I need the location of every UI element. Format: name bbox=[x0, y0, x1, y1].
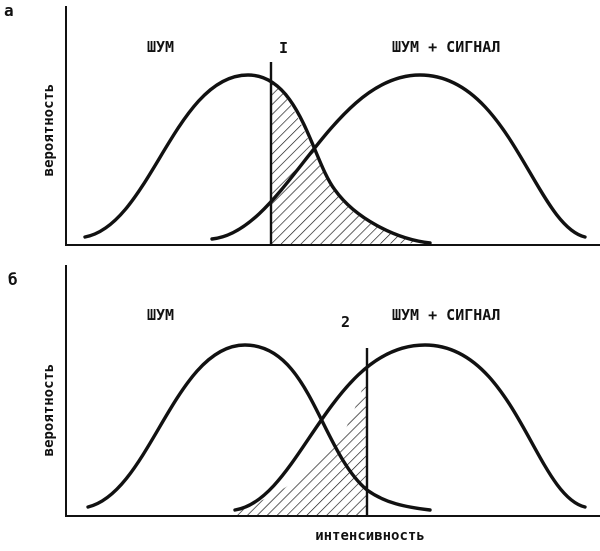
panel-b-noise-curve bbox=[86, 343, 432, 512]
panel-b-noise-label: ШУМ bbox=[147, 306, 174, 324]
panel-a-criterion-label: I bbox=[279, 39, 288, 57]
panel-a-y-axis-label: вероятность bbox=[41, 84, 57, 177]
panel-a-false-alarm-area bbox=[271, 83, 430, 245]
panel-a-letter: а bbox=[4, 1, 14, 20]
panel-b-criterion-label: 2 bbox=[341, 313, 350, 331]
panel-a-axes bbox=[65, 6, 600, 246]
panel-b-x-axis-label: интенсивность bbox=[315, 528, 425, 544]
panel-b-miss-area bbox=[235, 375, 367, 516]
panel-a: а вероятность I ШУМ ШУМ + СИГНАЛ bbox=[4, 1, 600, 246]
panel-b-signal-curve bbox=[233, 343, 587, 512]
panel-b-y-axis-label: вероятность bbox=[41, 364, 57, 457]
panel-b: б вероятность 2 ШУМ ШУМ + СИГНАЛ интенси… bbox=[8, 265, 600, 544]
panel-b-letter: б bbox=[8, 270, 18, 289]
panel-b-axes bbox=[65, 265, 600, 517]
panel-a-noise-curve bbox=[83, 73, 432, 245]
panel-a-noise-label: ШУМ bbox=[147, 38, 174, 56]
panel-a-signal-label: ШУМ + СИГНАЛ bbox=[392, 38, 500, 56]
panel-b-signal-label: ШУМ + СИГНАЛ bbox=[392, 306, 500, 324]
panel-a-signal-curve bbox=[210, 73, 587, 241]
